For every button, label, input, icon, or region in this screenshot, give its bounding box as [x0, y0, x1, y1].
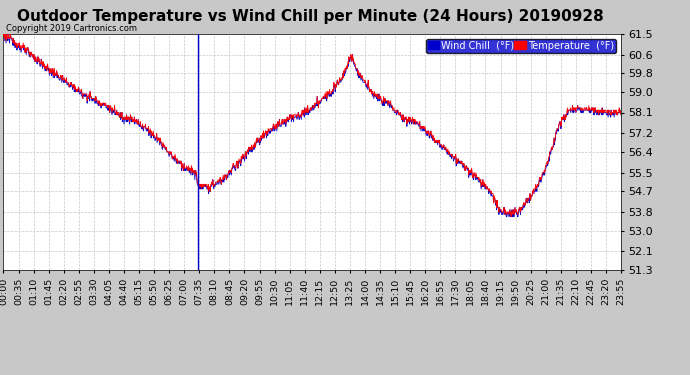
Legend: Wind Chill  (°F), Temperature  (°F): Wind Chill (°F), Temperature (°F)	[426, 39, 616, 53]
Text: Copyright 2019 Cartronics.com: Copyright 2019 Cartronics.com	[6, 24, 137, 33]
Text: Outdoor Temperature vs Wind Chill per Minute (24 Hours) 20190928: Outdoor Temperature vs Wind Chill per Mi…	[17, 9, 604, 24]
